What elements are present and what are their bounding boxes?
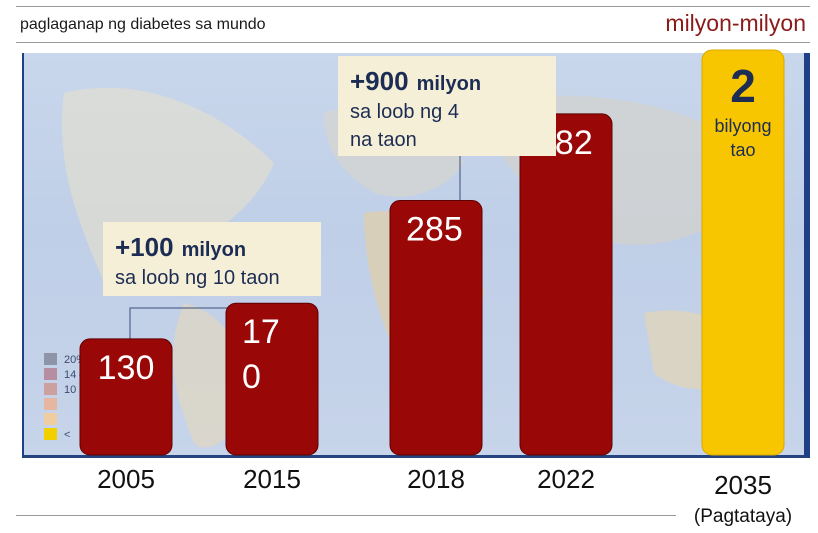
bar-2015 xyxy=(225,302,319,456)
annotation-unit-0: milyon xyxy=(182,239,246,261)
x-tick-2018: 2018 xyxy=(407,464,465,494)
legend-label-5: < xyxy=(64,429,70,441)
annotation-amount-0: +100 xyxy=(115,232,174,262)
annotation-box-0 xyxy=(103,222,321,296)
annotation-box-1 xyxy=(338,56,556,156)
legend-swatch-2 xyxy=(44,383,57,395)
legend-swatch-0 xyxy=(44,353,57,365)
x-tick-2005: 2005 xyxy=(97,464,155,494)
legend-swatch-5 xyxy=(44,428,57,440)
bar-2035 xyxy=(701,49,785,456)
bar-2018 xyxy=(389,200,483,456)
value-label-2015-line-1: 0 xyxy=(242,358,261,396)
x-tick-2022: 2022 xyxy=(537,464,595,494)
x-axis-ticks: 2005 2015 2018 2022 2035 (Pagtataya) xyxy=(97,464,792,527)
header-rule xyxy=(16,42,810,43)
value-label-2018: 285 xyxy=(406,211,463,249)
bar-2005 xyxy=(79,338,173,456)
projection-sublabel-line-1: tao xyxy=(730,140,755,160)
legend-swatch-4 xyxy=(44,413,57,425)
chart-title: paglaganap ng diabetes sa mundo xyxy=(20,16,266,33)
annotation-text-0-line-0: sa loob ng 10 taon xyxy=(115,267,280,289)
x-tick-2015: 2015 xyxy=(243,464,301,494)
annotation-text-1-line-0: sa loob ng 4 xyxy=(350,101,459,123)
value-label-2015-line-0: 17 xyxy=(242,313,280,351)
top-rule xyxy=(16,6,810,7)
x-tick-note-2035: (Pagtataya) xyxy=(694,506,792,527)
unit-label: milyon-milyon xyxy=(665,10,806,36)
annotation-amount-1: +900 xyxy=(350,66,409,96)
legend-swatch-3 xyxy=(44,398,57,410)
legend-swatch-1 xyxy=(44,368,57,380)
x-tick-2035: 2035 xyxy=(714,470,772,500)
bottom-rule xyxy=(16,515,676,516)
annotations-group: +100 milyon sa loob ng 10 taon +900 milyon sa… xyxy=(103,56,556,296)
bar-2022 xyxy=(519,113,613,456)
value-label-2005: 130 xyxy=(98,349,155,387)
annotation-text-1-line-1: na taon xyxy=(350,129,417,151)
legend-label-2: 10 xyxy=(64,384,76,396)
annotation-unit-1: milyon xyxy=(417,73,481,95)
projection-sublabel-line-0: bilyong xyxy=(714,116,771,136)
value-label-2035: 2 xyxy=(730,60,756,112)
